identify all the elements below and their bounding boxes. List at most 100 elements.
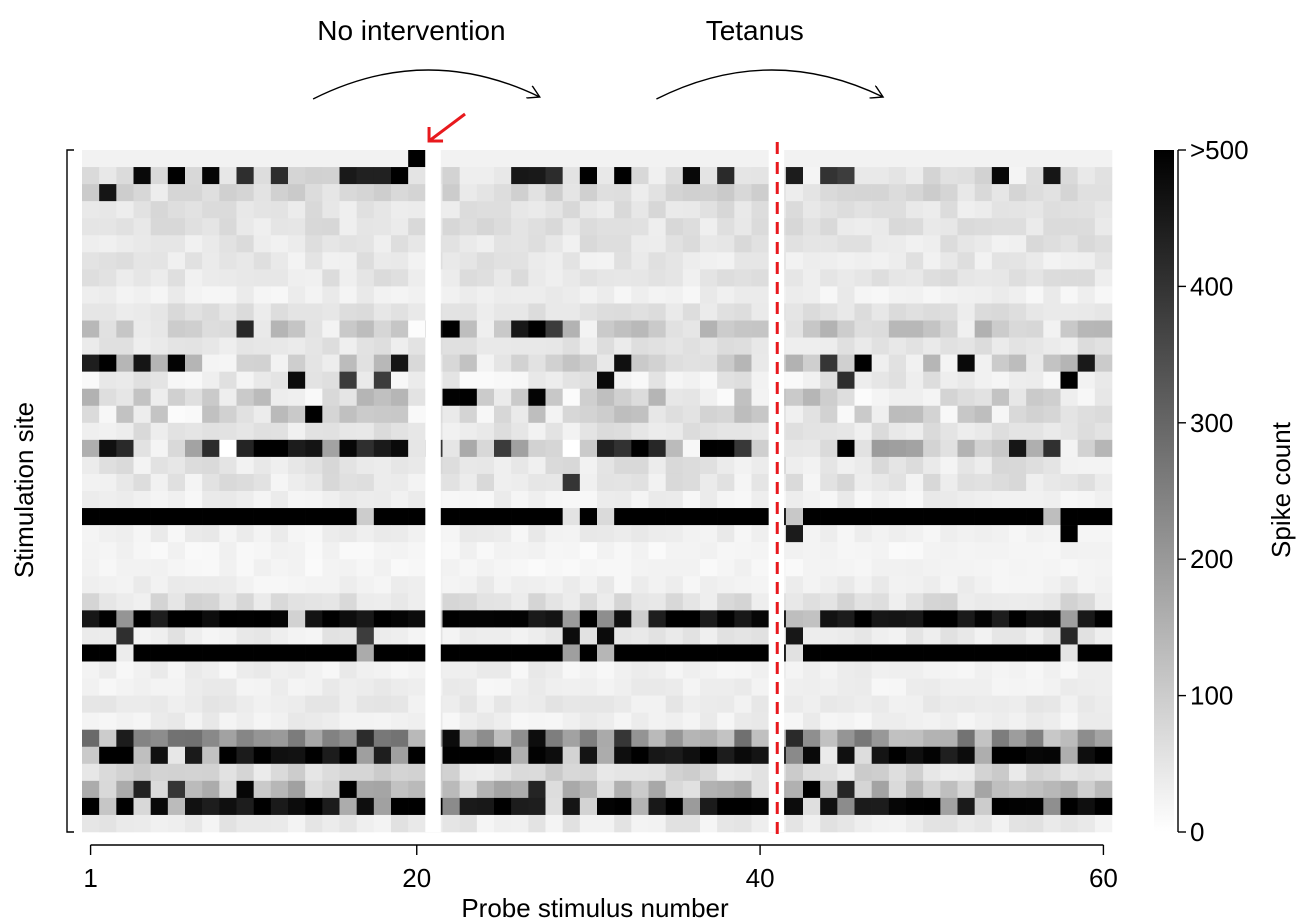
heatmap-cell <box>614 644 632 662</box>
heatmap-cell <box>356 422 375 441</box>
heatmap-cell <box>339 644 357 662</box>
heatmap-cell <box>665 576 684 594</box>
heatmap-cell <box>717 252 735 270</box>
heatmap-cell <box>562 729 581 748</box>
heatmap-cell <box>476 610 495 628</box>
heatmap-cell <box>373 712 392 730</box>
heatmap-cell <box>133 235 151 253</box>
heatmap-cell <box>133 473 151 492</box>
heatmap-cell <box>1077 780 1096 799</box>
heatmap-cell <box>288 661 306 679</box>
heatmap-cell <box>305 576 323 594</box>
heatmap-cell <box>803 746 821 765</box>
heatmap-cell <box>665 559 684 577</box>
heatmap-cell <box>717 763 735 782</box>
heatmap-cell <box>682 422 701 441</box>
heatmap-cell <box>1060 644 1078 662</box>
heatmap-cell <box>1094 627 1113 645</box>
heatmap-cell <box>82 439 100 458</box>
heatmap-cell <box>579 678 598 696</box>
heatmap-cell <box>82 491 100 509</box>
heatmap-cell <box>511 371 529 389</box>
heatmap-cell <box>219 576 237 594</box>
heatmap-cell <box>1009 678 1027 696</box>
heatmap-cell <box>150 405 169 424</box>
heatmap-cell <box>373 593 392 611</box>
heatmap-cell <box>82 184 100 202</box>
heatmap-cell <box>288 627 306 645</box>
heatmap-cell <box>1043 354 1061 372</box>
heatmap-cell <box>785 473 804 492</box>
heatmap-cell <box>442 627 460 645</box>
heatmap-cell <box>991 729 1010 748</box>
heatmap-cell <box>906 337 924 355</box>
heatmap-cell <box>614 712 632 730</box>
heatmap-cell <box>476 422 495 441</box>
heatmap-cell <box>82 269 100 287</box>
heatmap-cell <box>528 695 546 713</box>
heatmap-cell <box>253 644 272 662</box>
heatmap-cell <box>734 508 752 526</box>
heatmap-cell <box>1026 695 1044 713</box>
heatmap-cell <box>1009 712 1027 730</box>
heatmap-cell <box>511 746 529 765</box>
heatmap-cell <box>288 286 306 304</box>
heatmap-cell <box>957 559 975 577</box>
heatmap-cell <box>459 269 478 287</box>
heatmap-cell <box>373 422 392 441</box>
heatmap-cell <box>322 661 340 679</box>
heatmap-cell <box>974 542 993 560</box>
heatmap-cell <box>871 286 890 304</box>
heatmap-cell <box>888 508 907 526</box>
heatmap-cell <box>1094 320 1113 338</box>
heatmap-cell <box>631 184 649 202</box>
heatmap-cell <box>1060 422 1078 441</box>
heatmap-cell <box>288 678 306 696</box>
heatmap-cell <box>682 780 701 799</box>
heatmap-cell <box>116 525 134 543</box>
heatmap-cell <box>373 644 392 662</box>
heatmap-cell <box>803 286 821 304</box>
heatmap-cell <box>1094 371 1113 389</box>
heatmap-cell <box>133 559 151 577</box>
heatmap-cell <box>288 644 306 662</box>
heatmap-cell <box>185 559 203 577</box>
heatmap-cell <box>597 593 615 611</box>
heatmap-cell <box>871 746 890 765</box>
heatmap-cell <box>648 337 666 355</box>
heatmap-cell <box>1043 695 1061 713</box>
heatmap-cell <box>579 729 598 748</box>
heatmap-cell <box>1094 388 1113 407</box>
heatmap-cell <box>459 150 478 168</box>
heatmap-cell <box>923 797 941 816</box>
heatmap-cell <box>82 644 100 662</box>
heatmap-cell <box>1026 542 1044 560</box>
heatmap-cell <box>1094 422 1113 441</box>
heatmap-cell <box>1077 473 1096 492</box>
heatmap-cell <box>1077 712 1096 730</box>
heatmap-cell <box>648 354 666 372</box>
heatmap-cell <box>459 320 478 338</box>
heatmap-cell <box>974 576 993 594</box>
heatmap-cell <box>288 473 306 492</box>
colorbar <box>1154 150 1174 832</box>
heatmap-cell <box>957 405 975 424</box>
heatmap-cell <box>1060 763 1078 782</box>
heatmap-cell <box>236 542 254 560</box>
heatmap-cell <box>803 627 821 645</box>
heatmap-cell <box>356 184 375 202</box>
heatmap-cell <box>854 797 872 816</box>
heatmap-cell <box>923 252 941 270</box>
heatmap-cell <box>820 678 838 696</box>
heatmap-cell <box>614 729 632 748</box>
heatmap-cell <box>1009 695 1027 713</box>
heatmap-cell <box>99 627 117 645</box>
heatmap-cell <box>494 439 512 458</box>
heatmap-cell <box>116 439 134 458</box>
heatmap-cell <box>854 712 872 730</box>
heatmap-cell <box>528 661 546 679</box>
heatmap-cell <box>1026 763 1044 782</box>
heatmap-cell <box>528 286 546 304</box>
heatmap-cell <box>305 763 323 782</box>
heatmap-cell <box>253 184 272 202</box>
